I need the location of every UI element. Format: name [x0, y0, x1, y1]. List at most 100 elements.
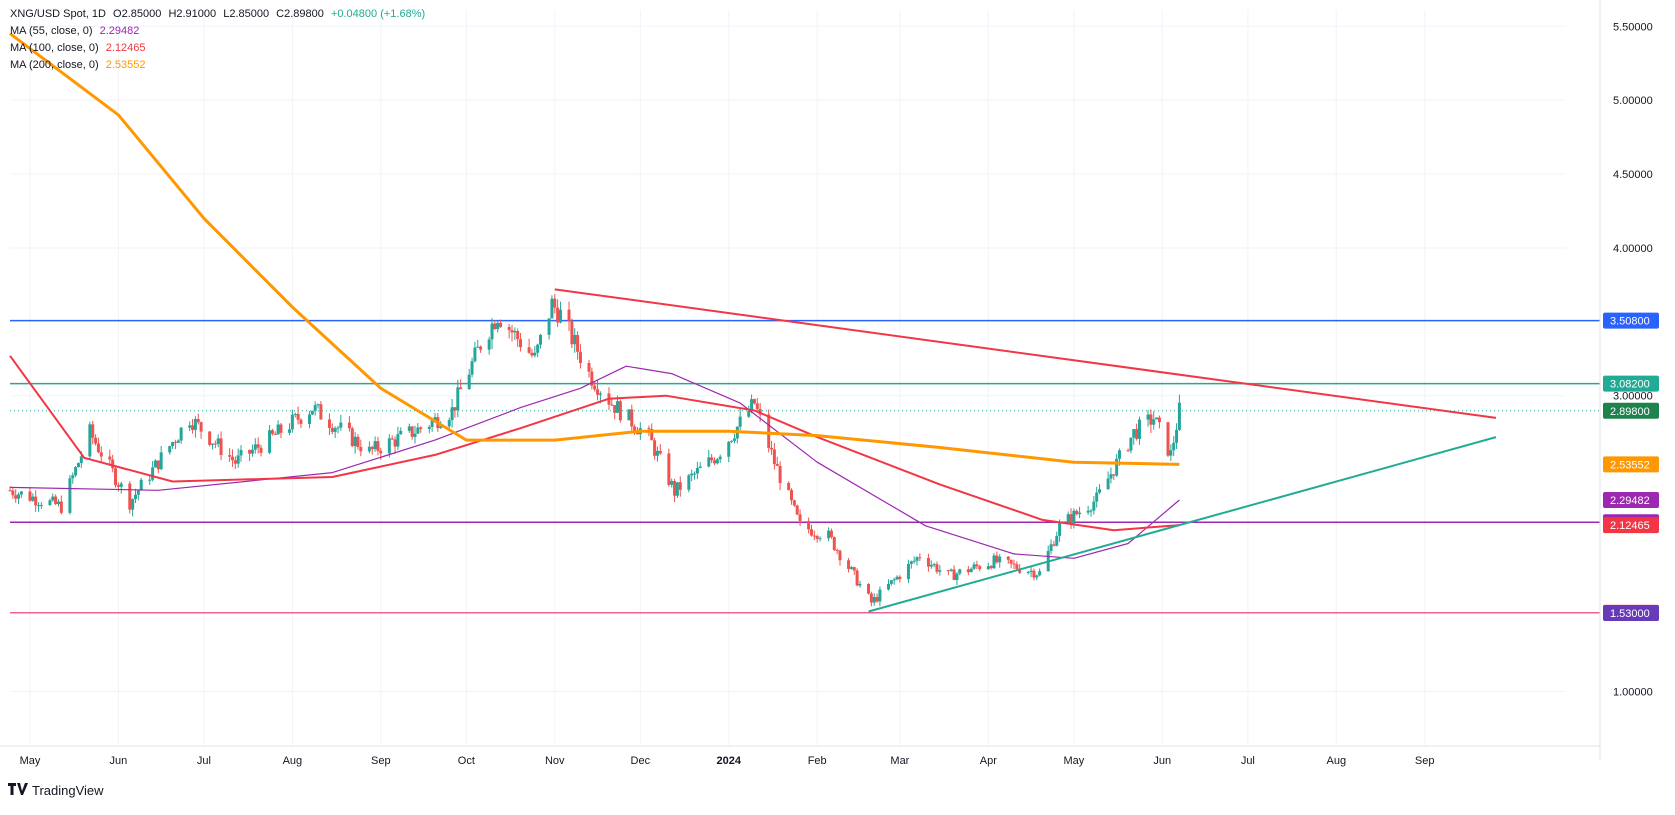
- candle-body: [1038, 571, 1042, 576]
- candle-body: [787, 482, 791, 491]
- candle-body: [832, 537, 836, 550]
- candle-body: [1098, 489, 1102, 493]
- candle: [727, 440, 731, 463]
- candle-body: [958, 569, 962, 574]
- candle: [932, 562, 936, 568]
- price-badge: 2.12465: [1603, 517, 1659, 534]
- candle: [738, 408, 742, 431]
- ma-line: [9, 355, 1180, 532]
- candle-body: [895, 576, 899, 580]
- candle: [718, 454, 722, 464]
- tradingview-logo[interactable]: TradingView: [8, 782, 104, 798]
- candle-body: [693, 473, 697, 475]
- candle: [986, 562, 990, 570]
- symbol-label[interactable]: XNG/USD Spot, 1D: [10, 8, 106, 20]
- candle-body: [915, 557, 919, 561]
- candle-body: [550, 298, 554, 319]
- candle-body: [37, 505, 41, 507]
- time-axis[interactable]: May Jun Jul Aug Sep Oct Nov Dec 2024 Feb Mar Apr May…: [0, 745, 1600, 767]
- candle: [467, 368, 471, 390]
- candle: [116, 482, 120, 492]
- candle: [536, 343, 540, 358]
- candle-body: [872, 597, 876, 603]
- candle-body: [909, 561, 913, 564]
- candle: [618, 399, 622, 423]
- candle-body: [1126, 450, 1130, 452]
- candle: [293, 412, 297, 418]
- candle: [259, 444, 263, 457]
- candle: [653, 437, 657, 460]
- candle: [473, 341, 477, 363]
- indicator-ma100[interactable]: MA (100, close, 0) 2.12465: [10, 40, 425, 57]
- candle-body: [795, 505, 799, 515]
- candle-body: [51, 496, 55, 501]
- candle-body: [818, 538, 822, 540]
- candle-body: [1069, 514, 1073, 524]
- candle-body: [573, 334, 577, 345]
- candle-body: [270, 430, 274, 434]
- candle: [173, 439, 177, 450]
- price-axis[interactable]: 5.50000 5.00000 4.50000 4.00000 3.00000 1.000…: [1599, 0, 1675, 810]
- candle: [48, 498, 52, 507]
- candle: [627, 409, 631, 421]
- candle-body: [168, 446, 172, 453]
- candle-body: [633, 426, 637, 432]
- candle-body: [487, 339, 491, 350]
- candle-body: [136, 490, 140, 495]
- candle-body: [1078, 512, 1082, 515]
- candle: [367, 441, 371, 454]
- candle: [593, 380, 597, 392]
- candle: [8, 486, 12, 492]
- candle: [273, 431, 277, 435]
- candle: [912, 556, 916, 564]
- indicator-ma200[interactable]: MA (200, close, 0) 2.53552: [10, 57, 425, 74]
- candle: [898, 575, 902, 583]
- price-badge-label: 2.53552: [1610, 459, 1650, 471]
- candle-body: [91, 424, 95, 438]
- candle-body: [1012, 563, 1016, 565]
- candle-body: [219, 438, 223, 456]
- candle: [1146, 409, 1150, 427]
- candle-body: [213, 443, 217, 445]
- candle-body: [667, 453, 671, 485]
- candle: [376, 436, 380, 456]
- time-tick-label: Nov: [545, 755, 565, 767]
- horizontal-levels: [10, 319, 1600, 614]
- candle: [330, 423, 334, 435]
- open-value: O2.85000: [113, 8, 162, 20]
- candle-body: [128, 483, 132, 510]
- candle: [319, 400, 323, 420]
- price-tick-label: 3.00000: [1613, 391, 1653, 403]
- candle-body: [772, 449, 776, 464]
- candle-body: [256, 444, 260, 448]
- indicator-ma55[interactable]: MA (55, close, 0) 2.29482: [10, 23, 425, 40]
- candle-body: [330, 427, 334, 432]
- candle: [955, 572, 959, 586]
- candle-body: [969, 568, 973, 573]
- candle-body: [949, 569, 953, 571]
- candle: [239, 445, 243, 462]
- candle-body: [393, 439, 397, 447]
- candle: [539, 334, 543, 349]
- candle-body: [952, 569, 956, 580]
- candle-body: [216, 438, 220, 444]
- candle-body: [133, 494, 137, 500]
- candle: [410, 426, 414, 440]
- candle-body: [598, 393, 602, 395]
- time-tick-label: Jun: [110, 755, 128, 767]
- candle: [1175, 423, 1179, 449]
- candle: [550, 295, 554, 319]
- candle: [630, 404, 634, 432]
- candle-body: [530, 352, 534, 356]
- price-badge-label: 1.53000: [1610, 608, 1650, 620]
- candle-body: [616, 401, 620, 413]
- candle-body: [413, 433, 417, 437]
- candle: [790, 488, 794, 505]
- time-tick-label: May: [1063, 755, 1084, 767]
- candle-body: [1177, 402, 1181, 430]
- candle-body: [618, 401, 622, 421]
- candle: [918, 553, 922, 562]
- time-tick-label: Aug: [283, 755, 303, 767]
